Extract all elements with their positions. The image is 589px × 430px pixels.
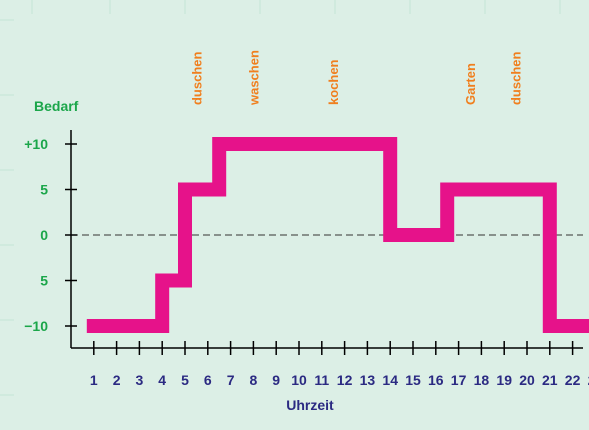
x-tick-label: 13 [360, 372, 376, 388]
x-tick-label: 22 [565, 372, 581, 388]
x-tick-label: 1 [90, 372, 98, 388]
annotation-label: Garten [463, 63, 478, 105]
series-line [86, 137, 589, 333]
annotations: duschen waschen kochen Garten duschen [189, 50, 523, 106]
x-tick-label: 15 [405, 372, 421, 388]
x-tick-label: 16 [428, 372, 444, 388]
y-ticks: +10 5 0 5 −10 [24, 136, 77, 334]
background-grid [0, 0, 561, 396]
x-tick-label: 6 [204, 372, 212, 388]
x-tick-label: 10 [291, 372, 307, 388]
series [86, 137, 589, 333]
x-tick-label: 18 [474, 372, 490, 388]
y-tick-label: −10 [24, 318, 48, 334]
x-tick-label: 21 [542, 372, 558, 388]
x-tick-label: 5 [181, 372, 189, 388]
annotation-label: waschen [246, 50, 261, 106]
x-tick-label: 4 [158, 372, 166, 388]
x-tick-label: 7 [227, 372, 235, 388]
y-tick-label: 5 [40, 273, 48, 289]
y-tick-label: 5 [40, 182, 48, 198]
x-tick-label: 11 [314, 372, 329, 388]
annotation-label: duschen [189, 51, 204, 105]
x-tick-label: 23 [588, 372, 589, 388]
y-tick-label: 0 [40, 227, 48, 243]
x-tick-label: 8 [250, 372, 258, 388]
x-tick-label: 2 [113, 372, 121, 388]
x-tick-label: 17 [451, 372, 467, 388]
x-tick-label: 3 [136, 372, 144, 388]
annotation-label: kochen [326, 59, 341, 105]
x-tick-label: 19 [496, 372, 512, 388]
x-tick-label: 20 [519, 372, 535, 388]
x-tick-label: 12 [337, 372, 353, 388]
annotation-label: duschen [509, 51, 524, 105]
x-ticks: 1234567891011121314151617181920212223 [90, 341, 589, 388]
y-axis-label: Bedarf [34, 98, 79, 114]
y-tick-label: +10 [24, 136, 48, 152]
x-tick-label: 9 [272, 372, 280, 388]
x-axis-label: Uhrzeit [286, 397, 334, 413]
x-tick-label: 14 [382, 372, 398, 388]
